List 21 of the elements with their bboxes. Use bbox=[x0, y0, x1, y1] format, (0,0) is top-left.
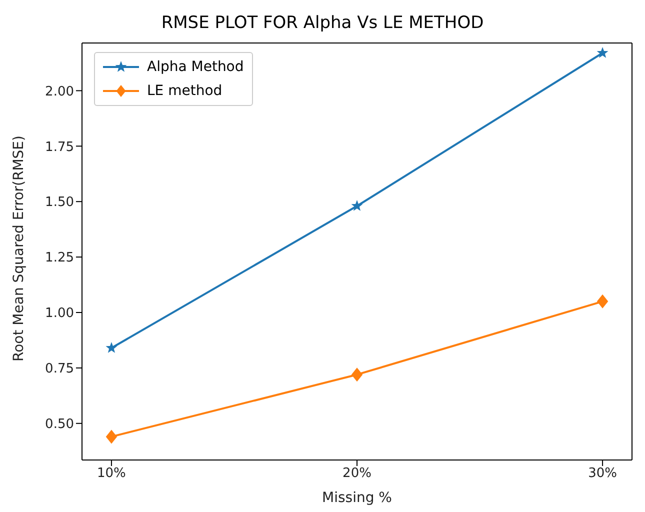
x-axis-title: Missing % bbox=[322, 490, 392, 506]
y-tick-label: 1.50 bbox=[45, 195, 74, 210]
point bbox=[106, 430, 118, 444]
point bbox=[351, 200, 363, 211]
x-tick-label: 30% bbox=[588, 466, 617, 482]
y-tick-label: 1.00 bbox=[45, 306, 74, 322]
point bbox=[106, 342, 118, 353]
point bbox=[351, 368, 363, 382]
y-tick-label: 0.50 bbox=[45, 417, 74, 432]
y-tick-label: 1.25 bbox=[45, 250, 74, 266]
y-tick-label: 1.75 bbox=[45, 140, 74, 155]
x-tick-label: 10% bbox=[97, 466, 126, 482]
point bbox=[596, 46, 608, 58]
legend-label: LE method bbox=[147, 83, 222, 99]
x-tick-label: 20% bbox=[342, 466, 372, 482]
y-tick-label: 2.00 bbox=[45, 84, 74, 100]
chart-title: RMSE PLOT FOR Alpha Vs LE METHOD bbox=[160, 12, 485, 35]
y-axis-title: Root Mean Squared Error(RMSE) bbox=[10, 136, 27, 362]
y-tick-label: 0.75 bbox=[45, 362, 74, 377]
point bbox=[596, 294, 608, 308]
legend-label: Alpha Method bbox=[147, 59, 244, 75]
